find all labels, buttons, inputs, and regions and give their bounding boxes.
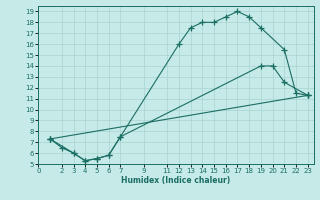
X-axis label: Humidex (Indice chaleur): Humidex (Indice chaleur) [121,176,231,185]
